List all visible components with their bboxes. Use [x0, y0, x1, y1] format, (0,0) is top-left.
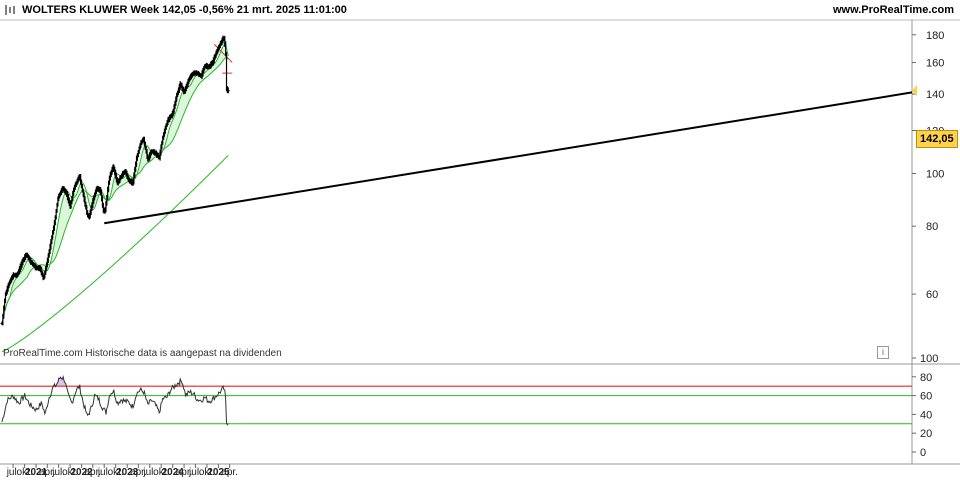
- time-axis-label: okt.: [108, 467, 124, 478]
- rsi-axis-label: 0: [920, 447, 926, 459]
- time-axis-label: apr.: [176, 467, 193, 478]
- site-link[interactable]: www.ProRealTime.com: [832, 4, 954, 16]
- time-axis-label: okt.: [17, 467, 33, 478]
- rsi-axis-label: 80: [920, 372, 932, 384]
- chart-frame: [0, 19, 960, 465]
- price-tag-pointer: [912, 84, 917, 97]
- rsi-axis-label: 40: [920, 409, 932, 421]
- rsi-overbought-fill: [2, 376, 229, 387]
- price-axis-label: 160: [926, 58, 944, 70]
- time-axis-label: 2024: [162, 467, 185, 478]
- prorealtime-logo-icon: [5, 5, 15, 15]
- time-axis-label: okt.: [153, 467, 169, 478]
- rsi-panel: [0, 375, 912, 426]
- time-axis-label: 2021: [25, 467, 48, 478]
- time-axis-label: jul.: [51, 467, 65, 478]
- time-axis-label: okt.: [62, 467, 78, 478]
- price-axis-label: 140: [926, 89, 944, 101]
- dividend-note: ProRealTime.com Historische data is aang…: [3, 348, 282, 359]
- price-axis-label: 100: [926, 169, 944, 181]
- moving-averages: [1, 43, 233, 353]
- time-axis-label: jul.: [97, 467, 111, 478]
- time-axis-label: apr.: [85, 467, 102, 478]
- rsi-axis-label: 20: [920, 428, 932, 440]
- rsi-axis-label: 60: [920, 391, 932, 403]
- price-bars: [0, 35, 913, 326]
- rsi-line: [1, 375, 229, 426]
- time-axis-label: jul.: [188, 467, 202, 478]
- time-axis-label: 2023: [116, 467, 139, 478]
- ma-slow-line: [1, 154, 229, 353]
- price-axis-label: 80: [926, 221, 938, 233]
- info-icon[interactable]: i: [877, 346, 889, 359]
- time-axis-label: apr.: [221, 467, 238, 478]
- price-axis-label: 180: [926, 30, 944, 42]
- instrument-title: WOLTERS KLUWER Week 142,05 -0,56% 21 mrt…: [22, 4, 347, 16]
- last-price-tag: 142,05: [916, 130, 958, 148]
- time-axis-label: okt.: [199, 467, 215, 478]
- axes: 1801601401201008060100806040200jul.okt.2…: [6, 30, 945, 478]
- time-axis-label: apr.: [39, 467, 56, 478]
- time-axis-label: jul.: [6, 467, 20, 478]
- time-axis-label: 2022: [70, 467, 93, 478]
- time-axis-label: apr.: [130, 467, 147, 478]
- price-axis-label: 60: [926, 289, 938, 301]
- ma-band-fill: [2, 44, 229, 324]
- time-axis-label: 2025: [207, 467, 230, 478]
- trendline: [104, 91, 913, 225]
- rsi-axis-label: 100: [920, 353, 938, 365]
- time-axis-label: jul.: [142, 467, 156, 478]
